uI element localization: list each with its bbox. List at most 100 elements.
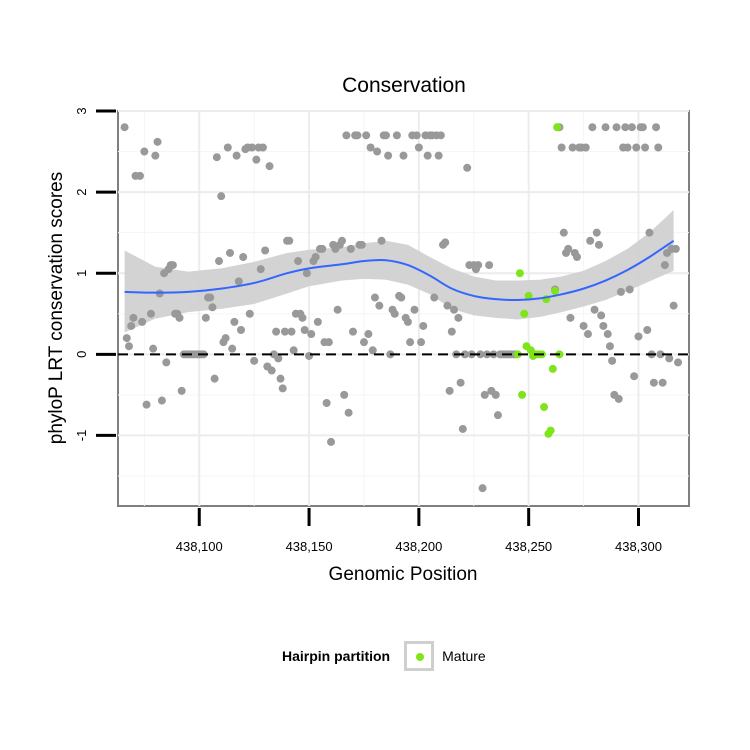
point-190: [579, 321, 588, 330]
point-128: [406, 338, 415, 347]
point-98: [340, 390, 349, 399]
point-7: [138, 317, 147, 326]
point-209: [621, 123, 630, 132]
point-47: [228, 344, 237, 353]
chart-title: Conservation: [342, 74, 466, 97]
point-90: [322, 398, 331, 407]
point-mature-12: [540, 403, 549, 412]
point-226: [658, 378, 667, 387]
point-99: [342, 131, 351, 140]
point-61: [258, 143, 267, 152]
point-132: [414, 143, 423, 152]
point-51: [236, 325, 245, 334]
legend-mature-dot: [416, 653, 425, 661]
point-104: [353, 131, 362, 140]
point-44: [221, 334, 230, 343]
point-191: [581, 143, 590, 152]
point-145: [443, 301, 452, 310]
legend: Hairpin partition Mature: [282, 636, 486, 676]
point-46: [226, 248, 235, 257]
y-axis: -1 0 1 2 3: [74, 107, 116, 441]
point-mature-3: [520, 309, 529, 318]
point-160: [476, 350, 485, 359]
point-223: [652, 123, 661, 132]
point-48: [230, 317, 239, 326]
point-193: [586, 236, 595, 245]
point-mature-17: [551, 287, 560, 296]
point-2: [124, 342, 133, 351]
confidence-band-area: [124, 209, 674, 333]
point-150: [454, 313, 463, 322]
x-tick-label-2: 438,200: [395, 539, 442, 554]
point-152: [458, 424, 467, 433]
point-mature-5: [524, 291, 533, 300]
x-tick-label-3: 438,250: [505, 539, 552, 554]
point-100: [344, 408, 353, 417]
point-86: [313, 317, 322, 326]
point-107: [359, 338, 368, 347]
point-114: [375, 301, 384, 310]
point-197: [594, 240, 603, 249]
point-200: [601, 123, 610, 132]
legend-title: Hairpin partition: [282, 648, 391, 664]
point-196: [592, 228, 601, 237]
point-224: [654, 143, 663, 152]
point-136: [423, 151, 432, 160]
point-1: [122, 334, 131, 343]
point-110: [366, 143, 375, 152]
point-52: [239, 252, 248, 261]
y-axis-title: phyloP LRT conservation scores: [46, 172, 67, 445]
point-62: [261, 246, 270, 255]
legend-label-mature: Mature: [442, 648, 486, 664]
x-tick-label-1: 438,150: [286, 539, 333, 554]
point-67: [272, 327, 281, 336]
point-215: [634, 332, 643, 341]
point-225: [656, 350, 665, 359]
point-79: [298, 313, 307, 322]
point-95: [333, 305, 342, 314]
point-mature-1: [515, 269, 524, 278]
point-80: [300, 325, 309, 334]
point-mature-0: [513, 350, 522, 359]
point-111: [368, 346, 377, 355]
point-74: [287, 327, 296, 336]
point-64: [265, 162, 274, 171]
point-139: [430, 293, 439, 302]
point-9: [142, 400, 151, 409]
point-83: [307, 330, 316, 339]
point-219: [643, 325, 652, 334]
point-127: [403, 317, 412, 326]
point-125: [399, 151, 408, 160]
point-147: [447, 327, 456, 336]
point-39: [210, 374, 219, 383]
point-203: [608, 356, 617, 365]
data-points: [120, 123, 683, 493]
point-112: [370, 293, 379, 302]
point-13: [153, 137, 162, 146]
point-71: [280, 327, 289, 336]
point-50: [234, 277, 243, 286]
point-192: [583, 330, 592, 339]
point-15: [157, 396, 166, 405]
point-218: [641, 143, 650, 152]
point-115: [377, 236, 386, 245]
point-211: [625, 285, 634, 294]
point-220: [645, 228, 654, 237]
point-68: [274, 354, 283, 363]
point-mature-15: [546, 426, 555, 435]
point-133: [417, 338, 426, 347]
point-202: [605, 342, 614, 351]
point-91: [324, 338, 333, 347]
point-199: [599, 321, 608, 330]
y-tick-label-3: 2: [74, 188, 89, 195]
point-117: [381, 131, 390, 140]
point-222: [649, 378, 658, 387]
confidence-band: [124, 209, 674, 333]
point-227: [660, 261, 669, 270]
point-148: [450, 305, 459, 314]
y-tick-label-1: 0: [74, 351, 89, 358]
point-mature-18: [553, 123, 562, 132]
point-57: [250, 356, 259, 365]
point-121: [390, 309, 399, 318]
